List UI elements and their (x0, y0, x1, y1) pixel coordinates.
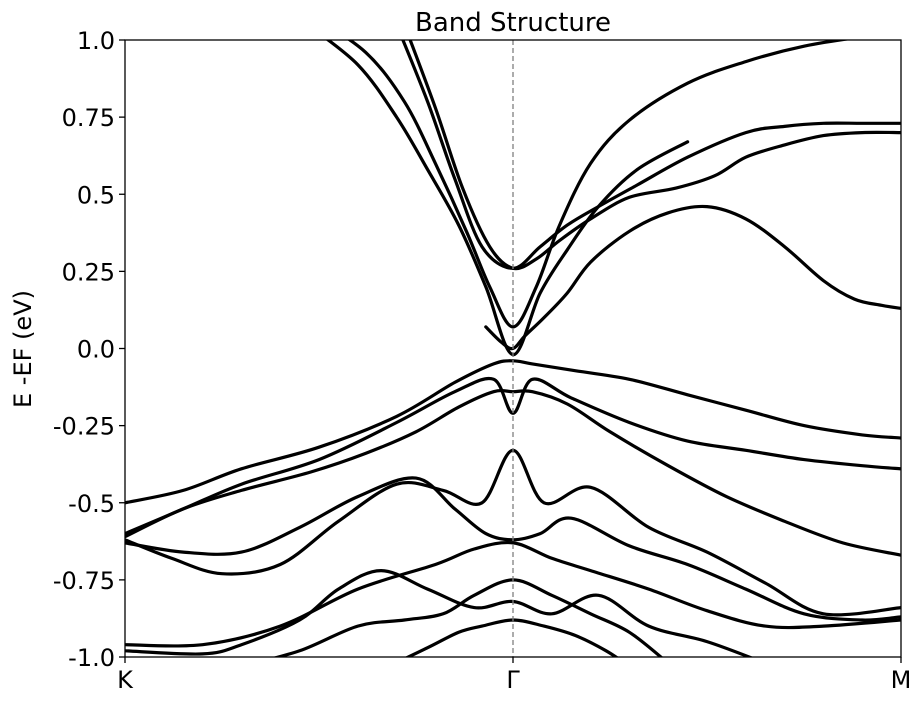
y-tick-label: 0.5 (77, 181, 115, 209)
y-tick-label: 0.25 (62, 258, 115, 286)
band-line-4 (408, 40, 901, 271)
band-line-9 (125, 448, 901, 617)
x-tick-label: M (891, 666, 912, 694)
y-tick-label: 1.0 (77, 27, 115, 55)
y-tick-label: -1.0 (68, 644, 115, 672)
band-line-14 (404, 618, 619, 657)
band-line-11 (125, 540, 901, 648)
y-tick-label: -0.75 (53, 567, 115, 595)
y-tick-label: 0.75 (62, 104, 115, 132)
y-axis-ticks: 1.0 0.75 0.5 0.25 0.0 -0.25 -0.5 -0.75 -1.0 (53, 27, 125, 672)
band-line-12 (125, 569, 754, 657)
band-line-7 (125, 376, 901, 536)
y-tick-label: 0.0 (77, 336, 115, 364)
band-line-13 (272, 578, 664, 657)
band-line-5 (484, 204, 901, 351)
band-line-8 (125, 388, 901, 557)
band-line-3 (401, 40, 901, 270)
x-tick-label: Γ (506, 666, 520, 694)
chart-title: Band Structure (415, 8, 611, 38)
y-axis-label: E -EF (eV) (9, 290, 37, 408)
band-line-6 (125, 359, 901, 505)
x-tick-label: K (117, 666, 134, 694)
band-line-1 (347, 40, 852, 329)
y-tick-label: -0.5 (68, 490, 115, 518)
y-tick-label: -0.25 (53, 413, 115, 441)
